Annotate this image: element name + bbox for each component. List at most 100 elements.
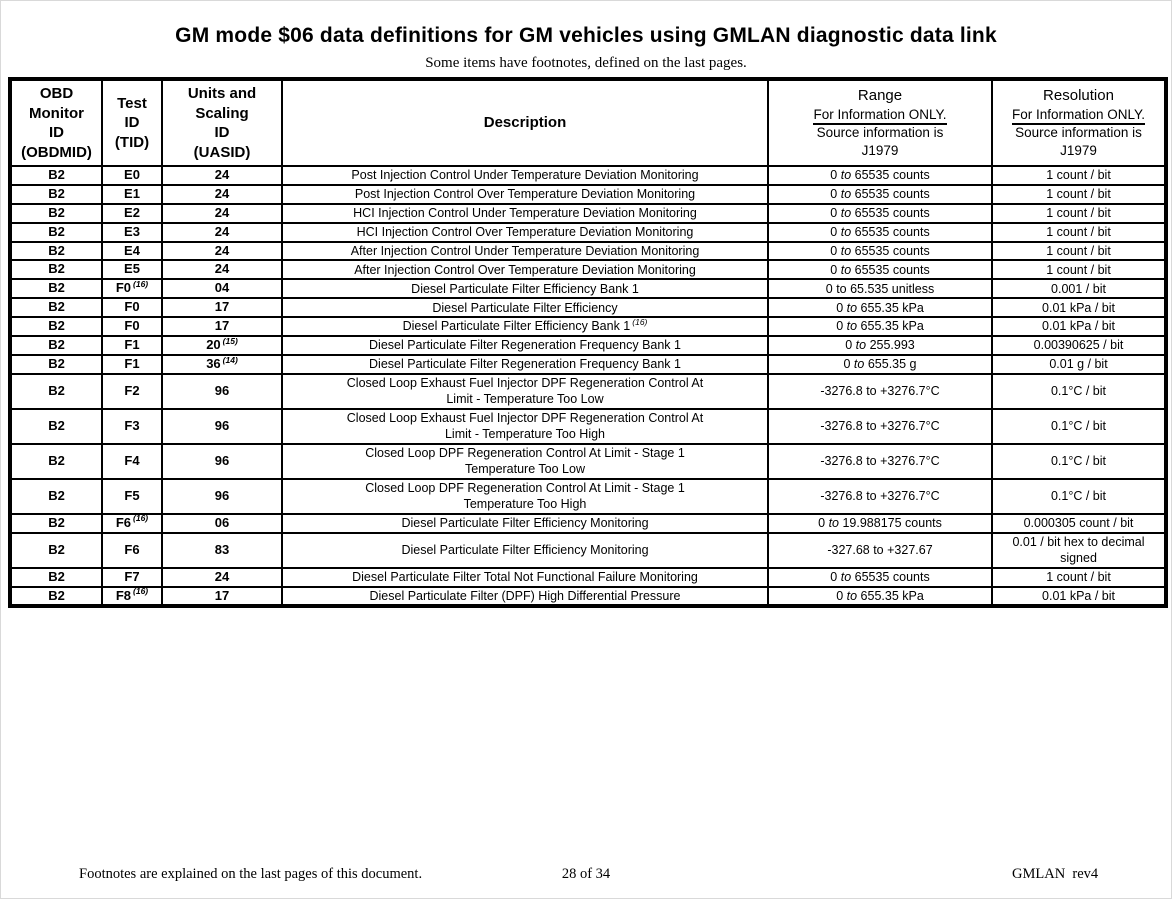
cell-range: 0 to 19.988175 counts bbox=[767, 512, 993, 534]
table-row: B2 F0 (16) 04 Diesel Particulate Filter Effi… bbox=[9, 278, 1167, 300]
cell-description: Closed Loop DPF Regeneration Control At … bbox=[281, 477, 769, 515]
cell-description: Diesel Particulate Filter Regeneration F… bbox=[281, 335, 769, 356]
cell-uasid: 96 bbox=[161, 372, 283, 410]
cell-tid: F6 (16) bbox=[101, 512, 163, 534]
cell-resolution: 0.01 kPa / bit bbox=[991, 297, 1167, 319]
cell-obdmid: B2 bbox=[9, 278, 103, 300]
cell-description: Diesel Particulate Filter Efficiency Mon… bbox=[281, 531, 769, 569]
table-row: B2 F6 83 Diesel Particulate Filter Efficien… bbox=[9, 531, 1167, 569]
cell-resolution: 0.000305 count / bit bbox=[991, 512, 1167, 534]
header-line: J1979 bbox=[861, 143, 899, 159]
cell-description: Diesel Particulate Filter (DPF) High Dif… bbox=[281, 585, 769, 608]
table-row: B2 F3 96 Closed Loop Exhaust Fuel Injector … bbox=[9, 407, 1167, 445]
cell-range: -3276.8 to +3276.7°C bbox=[767, 407, 993, 445]
cell-tid: E1 bbox=[101, 183, 163, 205]
cell-description: Diesel Particulate Filter Efficiency Mon… bbox=[281, 512, 769, 534]
cell-obdmid: B2 bbox=[9, 442, 103, 480]
cell-obdmid: B2 bbox=[9, 259, 103, 281]
cell-tid: F5 bbox=[101, 477, 163, 515]
cell-tid: E5 bbox=[101, 259, 163, 281]
cell-obdmid: B2 bbox=[9, 165, 103, 186]
table-row: B2 E5 24 After Injection Control Over Tempe… bbox=[9, 259, 1167, 281]
cell-uasid: 36 (14) bbox=[161, 353, 283, 375]
page-title: GM mode $06 data definitions for GM vehi… bbox=[175, 24, 997, 47]
cell-tid: F2 bbox=[101, 372, 163, 410]
header-line: (TID) bbox=[114, 133, 150, 151]
cell-uasid: 24 bbox=[161, 221, 283, 243]
cell-obdmid: B2 bbox=[9, 512, 103, 534]
cell-description: Post Injection Control Over Temperature … bbox=[281, 183, 769, 205]
cell-obdmid: B2 bbox=[9, 585, 103, 608]
table-row: B2 F0 17 Diesel Particulate Filter Efficien… bbox=[9, 297, 1167, 319]
cell-obdmid: B2 bbox=[9, 240, 103, 262]
cell-tid: E0 bbox=[101, 165, 163, 186]
header-line: ID bbox=[124, 114, 140, 132]
table-row: B2 F7 24 Diesel Particulate Filter Total No… bbox=[9, 566, 1167, 588]
cell-resolution: 0.1°C / bit bbox=[991, 407, 1167, 445]
cell-obdmid: B2 bbox=[9, 221, 103, 243]
cell-obdmid: B2 bbox=[9, 297, 103, 319]
cell-obdmid: B2 bbox=[9, 316, 103, 338]
cell-range: 0 to 65535 counts bbox=[767, 165, 993, 186]
cell-obdmid: B2 bbox=[9, 202, 103, 224]
table-row: B2 F1 36 (14) Diesel Particulate Filter Rege… bbox=[9, 353, 1167, 375]
header-line: Test bbox=[117, 94, 147, 112]
cell-description: Diesel Particulate Filter Efficiency bbox=[281, 297, 769, 319]
col-header-description: Description bbox=[281, 78, 769, 167]
cell-tid: F1 bbox=[101, 335, 163, 356]
cell-resolution: 1 count / bit bbox=[991, 566, 1167, 588]
table-row: B2 F5 96 Closed Loop DPF Regeneration Contr… bbox=[9, 477, 1167, 515]
header-line: For Information ONLY. bbox=[995, 106, 1162, 125]
cell-uasid: 20 (15) bbox=[161, 335, 283, 356]
cell-range: -3276.8 to +3276.7°C bbox=[767, 442, 993, 480]
header-row: OBD Monitor ID (OBDMID) Test ID (TID) Un… bbox=[9, 78, 1167, 167]
cell-range: -3276.8 to +3276.7°C bbox=[767, 372, 993, 410]
cell-description: HCI Injection Control Under Temperature … bbox=[281, 202, 769, 224]
cell-obdmid: B2 bbox=[9, 335, 103, 356]
table-row: B2 F1 20 (15) Diesel Particulate Filter Rege… bbox=[9, 335, 1167, 356]
col-header-obdmid: OBD Monitor ID (OBDMID) bbox=[9, 78, 103, 167]
header-line: Monitor bbox=[29, 104, 84, 122]
cell-resolution: 0.01 / bit hex to decimal signed bbox=[991, 531, 1167, 569]
cell-resolution: 0.1°C / bit bbox=[991, 372, 1167, 410]
table-row: B2 E2 24 HCI Injection Control Under Temper… bbox=[9, 202, 1167, 224]
table-row: B2 E3 24 HCI Injection Control Over Tempera… bbox=[9, 221, 1167, 243]
col-header-tid: Test ID (TID) bbox=[101, 78, 163, 167]
cell-resolution: 0.01 kPa / bit bbox=[991, 316, 1167, 338]
cell-range: 0 to 65535 counts bbox=[767, 221, 993, 243]
cell-range: 0 to 655.35 kPa bbox=[767, 585, 993, 608]
cell-uasid: 24 bbox=[161, 165, 283, 186]
cell-uasid: 06 bbox=[161, 512, 283, 534]
cell-uasid: 24 bbox=[161, 202, 283, 224]
cell-resolution: 1 count / bit bbox=[991, 165, 1167, 186]
cell-description: After Injection Control Over Temperature… bbox=[281, 259, 769, 281]
cell-tid: F8 (16) bbox=[101, 585, 163, 608]
cell-range: -327.68 to +327.67 bbox=[767, 531, 993, 569]
header-line: For Information ONLY. bbox=[771, 106, 989, 125]
cell-obdmid: B2 bbox=[9, 372, 103, 410]
cell-uasid: 17 bbox=[161, 585, 283, 608]
cell-description: Closed Loop DPF Regeneration Control At … bbox=[281, 442, 769, 480]
cell-obdmid: B2 bbox=[9, 566, 103, 588]
cell-resolution: 0.1°C / bit bbox=[991, 442, 1167, 480]
cell-resolution: 0.01 kPa / bit bbox=[991, 585, 1167, 608]
header-line: Resolution bbox=[1043, 86, 1114, 104]
cell-tid: F1 bbox=[101, 353, 163, 375]
header-line: Source information is bbox=[1015, 125, 1142, 141]
cell-resolution: 0.00390625 / bit bbox=[991, 335, 1167, 356]
header-line: Scaling bbox=[195, 104, 249, 122]
cell-range: 0 to 65.535 unitless bbox=[767, 278, 993, 300]
cell-uasid: 96 bbox=[161, 477, 283, 515]
table-row: B2 E0 24 Post Injection Control Under Tempe… bbox=[9, 165, 1167, 186]
cell-obdmid: B2 bbox=[9, 477, 103, 515]
cell-tid: F4 bbox=[101, 442, 163, 480]
cell-description: Post Injection Control Under Temperature… bbox=[281, 165, 769, 186]
cell-uasid: 17 bbox=[161, 316, 283, 338]
cell-uasid: 17 bbox=[161, 297, 283, 319]
header-line: J1979 bbox=[1060, 143, 1097, 159]
cell-range: 0 to 65535 counts bbox=[767, 566, 993, 588]
cell-range: 0 to 255.993 bbox=[767, 335, 993, 356]
cell-obdmid: B2 bbox=[9, 353, 103, 375]
cell-description: Diesel Particulate Filter Total Not Func… bbox=[281, 566, 769, 588]
